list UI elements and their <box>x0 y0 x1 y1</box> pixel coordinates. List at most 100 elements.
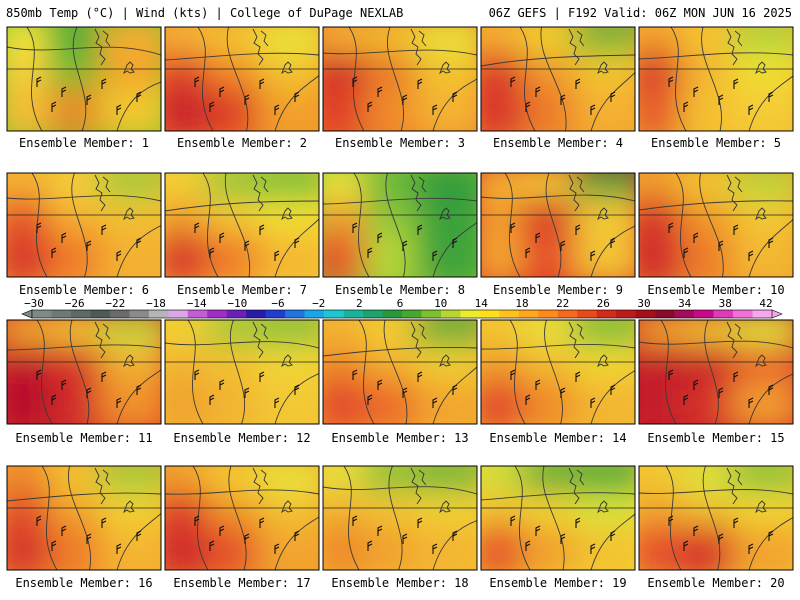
panel-frame <box>480 319 636 425</box>
panel-frame <box>322 26 478 132</box>
temperature-colorbar: −30 −26 −22 −18 −14 −10 −6 −2 2 6 10 14 18 22 26 30 34 38… <box>21 297 783 319</box>
colorbar-swatch <box>421 310 442 318</box>
member-label: Ensemble Member: 6 <box>19 283 149 297</box>
map-overlay <box>7 173 161 277</box>
member-label: Ensemble Member: 18 <box>331 576 468 590</box>
temperature-field <box>165 27 319 131</box>
colorbar-tick-label: −18 <box>146 297 166 310</box>
colorbar-low-arrow <box>21 309 33 319</box>
colorbar-swatch <box>90 310 111 318</box>
map-overlay <box>7 466 161 570</box>
map-overlay <box>165 320 319 424</box>
member-panel: Ensemble Member: 6 <box>6 172 162 297</box>
member-label: Ensemble Member: 17 <box>173 576 310 590</box>
member-panel: Ensemble Member: 17 <box>164 465 320 590</box>
temperature-field <box>639 27 793 131</box>
temperature-field <box>7 27 161 131</box>
panel-frame <box>6 465 162 571</box>
map-overlay <box>639 320 793 424</box>
panel-frame <box>164 172 320 278</box>
temperature-field <box>481 320 635 424</box>
colorbar-swatch <box>343 310 364 318</box>
temperature-field <box>639 173 793 277</box>
map-overlay <box>639 27 793 131</box>
panel-frame <box>6 26 162 132</box>
colorbar-swatch <box>596 310 617 318</box>
panel-frame <box>164 319 320 425</box>
map-overlay <box>323 466 477 570</box>
colorbar-swatch <box>674 310 695 318</box>
product-title: 850mb Temp (°C) | Wind (kts) | College o… <box>6 6 404 20</box>
colorbar-swatch <box>304 310 325 318</box>
temperature-field <box>323 27 477 131</box>
colorbar-high-arrow <box>771 309 783 319</box>
map-overlay <box>323 27 477 131</box>
temperature-field <box>323 320 477 424</box>
colorbar-swatch <box>752 310 773 318</box>
temperature-field <box>481 27 635 131</box>
panel-frame <box>164 465 320 571</box>
colorbar-swatch <box>382 310 403 318</box>
colorbar-swatch <box>363 310 383 318</box>
map-overlay <box>323 320 477 424</box>
panel-frame <box>480 26 636 132</box>
temperature-field <box>481 173 635 277</box>
map-overlay <box>323 173 477 277</box>
map-overlay <box>165 27 319 131</box>
member-panel: Ensemble Member: 1 <box>6 26 162 150</box>
member-panel: Ensemble Member: 5 <box>638 26 794 150</box>
member-label: Ensemble Member: 3 <box>335 136 465 150</box>
temperature-field <box>639 320 793 424</box>
temperature-field <box>165 320 319 424</box>
member-panels: Ensemble Member: 1 Ensemble Member: 2 Ense… <box>6 26 794 590</box>
member-panel: Ensemble Member: 11 <box>6 319 162 445</box>
temperature-field <box>639 466 793 570</box>
map-overlay <box>481 27 635 131</box>
map-overlay <box>481 466 635 570</box>
colorbar-tick-label: −6 <box>271 297 284 310</box>
panel-frame <box>164 26 320 132</box>
member-label: Ensemble Member: 5 <box>651 136 781 150</box>
member-label: Ensemble Member: 20 <box>647 576 784 590</box>
colorbar-swatch <box>109 310 130 318</box>
member-panel: Ensemble Member: 14 <box>480 319 636 445</box>
colorbar-swatch <box>440 310 461 318</box>
member-panel: Ensemble Member: 7 <box>164 172 320 297</box>
member-label: Ensemble Member: 16 <box>15 576 152 590</box>
member-panel: Ensemble Member: 20 <box>638 465 794 590</box>
colorbar-tick-label: 42 <box>759 297 772 310</box>
temperature-field <box>165 466 319 570</box>
member-label: Ensemble Member: 11 <box>15 431 152 445</box>
map-overlay <box>481 320 635 424</box>
colorbar-swatch <box>402 310 422 318</box>
panel-frame <box>638 172 794 278</box>
member-panel: Ensemble Member: 12 <box>164 319 320 445</box>
map-overlay <box>481 173 635 277</box>
colorbar-tick-label: 22 <box>556 297 569 310</box>
colorbar-swatch <box>655 310 675 318</box>
colorbar-tick-label: 10 <box>434 297 447 310</box>
colorbar-tick-label: −14 <box>187 297 207 310</box>
run-valid-time: 06Z GEFS | F192 Valid: 06Z MON JUN 16 20… <box>488 6 792 20</box>
temperature-field <box>323 173 477 277</box>
colorbar-tick-label: −26 <box>65 297 85 310</box>
colorbar-swatch <box>148 310 169 318</box>
member-label: Ensemble Member: 10 <box>647 283 784 297</box>
colorbar-tick-label: 34 <box>678 297 692 310</box>
colorbar-swatch <box>70 310 91 318</box>
member-label: Ensemble Member: 7 <box>177 283 307 297</box>
member-label: Ensemble Member: 15 <box>647 431 784 445</box>
colorbar-tick-label: 30 <box>637 297 650 310</box>
colorbar-tick-label: −2 <box>312 297 325 310</box>
member-panel: Ensemble Member: 2 <box>164 26 320 150</box>
colorbar-tick-label: 26 <box>597 297 610 310</box>
colorbar-tick-label: −10 <box>227 297 247 310</box>
panel-frame <box>6 319 162 425</box>
colorbar-swatch <box>499 310 520 318</box>
colorbar-tick-label: −30 <box>24 297 44 310</box>
member-label: Ensemble Member: 4 <box>493 136 623 150</box>
colorbar-swatch <box>246 310 266 318</box>
member-panel: Ensemble Member: 13 <box>322 319 478 445</box>
member-label: Ensemble Member: 12 <box>173 431 310 445</box>
